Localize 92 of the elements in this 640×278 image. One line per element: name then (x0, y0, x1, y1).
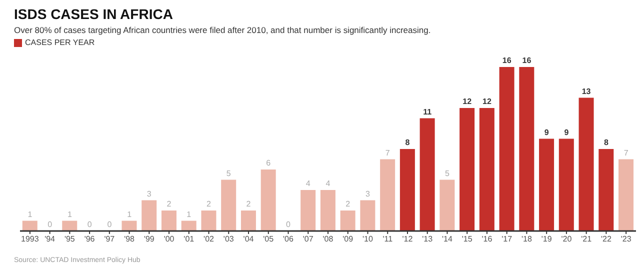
bar (598, 149, 614, 231)
x-tick-label: '12 (402, 234, 414, 244)
bar (240, 210, 256, 231)
x-tick-label: '02 (204, 234, 215, 244)
bar (122, 220, 137, 231)
x-tick-label: '15 (462, 234, 473, 244)
bar (519, 67, 534, 231)
bar (260, 170, 276, 231)
data-label: 2 (246, 200, 252, 208)
data-label: 12 (462, 97, 472, 106)
data-label: 16 (522, 56, 532, 65)
bar (142, 200, 157, 231)
bar (420, 118, 435, 231)
x-tick-label: '00 (164, 234, 175, 244)
data-label: 5 (226, 168, 232, 178)
data-label: 8 (405, 138, 410, 147)
data-label: 8 (604, 138, 609, 147)
x-tick-label: '13 (422, 234, 434, 244)
bar (181, 220, 196, 231)
x-tick-label: '19 (541, 234, 552, 244)
x-tick-label: '98 (124, 234, 136, 244)
bar (320, 190, 336, 231)
x-tick-label: '08 (322, 234, 334, 244)
bar (578, 98, 594, 231)
bar (201, 210, 216, 231)
x-tick-label: '03 (223, 234, 234, 244)
bar (558, 138, 574, 231)
data-label: 1 (127, 210, 132, 219)
x-tick-label: '20 (561, 234, 572, 244)
x-tick-label: '22 (600, 234, 612, 244)
chart-subtitle: Over 80% of cases targeting African countries were filed after 2010, and that number is significantly increasing. (14, 25, 432, 35)
data-label: 13 (582, 86, 592, 96)
data-label: 2 (206, 200, 212, 208)
data-label: 0 (107, 220, 112, 229)
x-tick-label: '09 (342, 234, 354, 244)
x-tick-label: '14 (442, 234, 453, 244)
x-tick-label: '01 (184, 234, 195, 244)
data-label: 16 (502, 56, 512, 65)
bar (300, 190, 316, 231)
x-tick-label: '95 (64, 234, 76, 244)
data-label: 12 (482, 97, 492, 106)
bar (479, 108, 494, 231)
bar (380, 159, 396, 231)
x-tick-label: '11 (382, 234, 394, 244)
bar (340, 210, 356, 231)
data-label: 0 (48, 220, 53, 229)
x-tick-label: '23 (620, 234, 632, 244)
x-tick-label: '96 (84, 234, 96, 244)
x-tick-label: '17 (502, 234, 513, 244)
data-label: 0 (87, 220, 92, 229)
bar (221, 180, 236, 231)
x-tick-label: '06 (283, 234, 294, 244)
data-label: 4 (326, 179, 331, 188)
chart-title: ISDS CASES IN AFRICA (14, 6, 174, 22)
bar (360, 200, 376, 231)
x-tick-label: '99 (144, 234, 155, 244)
bar (161, 210, 176, 231)
x-tick-label: '97 (104, 234, 116, 244)
bar (499, 67, 514, 231)
data-label: 9 (544, 128, 550, 137)
data-label: 3 (146, 189, 152, 198)
data-label: 5 (445, 168, 450, 178)
data-label: 11 (423, 107, 432, 116)
bar (539, 138, 554, 231)
data-label: 7 (385, 148, 390, 158)
x-tick-label: '16 (482, 234, 493, 244)
data-label: 9 (564, 128, 570, 137)
x-tick-label: '05 (263, 234, 274, 244)
x-tick-label: '04 (243, 234, 254, 244)
bar (618, 159, 634, 231)
data-label: 1 (67, 210, 72, 219)
bar (460, 108, 475, 231)
data-label: 4 (306, 179, 311, 188)
data-label: 3 (366, 189, 371, 198)
x-tick-label: '10 (362, 234, 374, 244)
data-label: 7 (624, 148, 629, 158)
data-label: 0 (286, 220, 292, 229)
x-tick-label: 1993 (21, 234, 40, 244)
data-label: 1 (28, 210, 33, 219)
data-label: 2 (166, 200, 172, 208)
data-label: 2 (346, 200, 351, 208)
x-tick-label: '21 (581, 234, 592, 244)
bar (22, 220, 38, 231)
bar (400, 149, 415, 231)
x-tick-label: '18 (521, 234, 532, 244)
legend-label: CASES PER YEAR (24, 38, 95, 47)
x-tick-label: '94 (44, 234, 56, 244)
data-label: 1 (186, 210, 192, 219)
data-label: 6 (266, 158, 272, 168)
bar (440, 180, 455, 231)
x-tick-label: '07 (302, 234, 314, 244)
bar (62, 220, 78, 231)
